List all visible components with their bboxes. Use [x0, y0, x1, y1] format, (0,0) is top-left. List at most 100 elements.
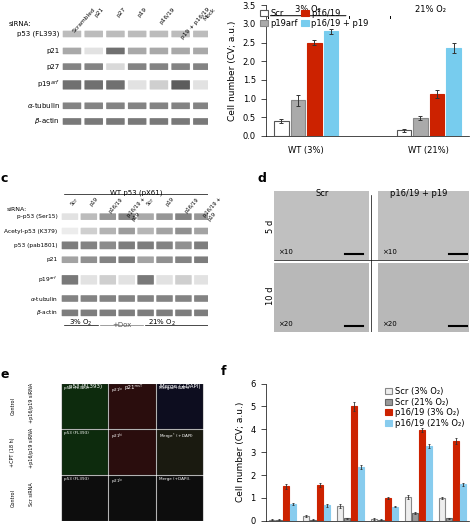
Bar — [157, 385, 203, 429]
FancyBboxPatch shape — [137, 214, 154, 220]
Bar — [426, 446, 432, 521]
FancyBboxPatch shape — [84, 48, 103, 54]
FancyBboxPatch shape — [62, 228, 78, 234]
FancyBboxPatch shape — [128, 118, 146, 125]
FancyBboxPatch shape — [193, 48, 211, 54]
FancyBboxPatch shape — [172, 63, 190, 70]
Text: f: f — [221, 365, 226, 378]
Text: p53 (FL393): p53 (FL393) — [64, 431, 89, 436]
FancyBboxPatch shape — [150, 48, 168, 54]
Text: p53 (FL393): p53 (FL393) — [64, 386, 89, 390]
Bar — [109, 476, 156, 521]
Text: Control: Control — [10, 489, 15, 507]
FancyBboxPatch shape — [100, 228, 116, 234]
FancyBboxPatch shape — [118, 228, 135, 234]
Bar — [157, 430, 203, 475]
FancyBboxPatch shape — [193, 31, 211, 37]
Text: siRNA:: siRNA: — [7, 207, 27, 211]
Y-axis label: Cell number (CV; a.u.): Cell number (CV; a.u.) — [236, 402, 245, 502]
Bar — [317, 485, 323, 521]
Text: p19$^{arf}$: p19$^{arf}$ — [37, 79, 60, 91]
Text: p53 (FL393): p53 (FL393) — [18, 31, 60, 37]
Text: p-p53 (Ser15): p-p53 (Ser15) — [17, 214, 58, 219]
Text: Scr: Scr — [70, 197, 79, 206]
Text: a: a — [0, 0, 9, 3]
FancyBboxPatch shape — [63, 31, 81, 37]
Bar — [157, 476, 203, 521]
FancyBboxPatch shape — [63, 80, 81, 89]
FancyBboxPatch shape — [128, 31, 146, 37]
Legend: Scr (3% O₂), Scr (21% O₂), p16/19 (3% O₂), p16/19 (21% O₂): Scr (3% O₂), Scr (21% O₂), p16/19 (3% O₂… — [384, 387, 465, 429]
FancyBboxPatch shape — [62, 275, 78, 285]
Bar — [291, 100, 305, 136]
Bar — [385, 498, 391, 521]
FancyBboxPatch shape — [63, 118, 81, 125]
Bar — [378, 191, 474, 260]
FancyBboxPatch shape — [63, 63, 81, 70]
Text: p19 + p16/19: p19 + p16/19 — [181, 6, 211, 40]
Text: 21% O$_2$: 21% O$_2$ — [147, 318, 176, 328]
Text: 21% O₂: 21% O₂ — [415, 5, 447, 14]
Bar — [324, 505, 330, 521]
FancyBboxPatch shape — [175, 214, 191, 220]
Bar — [337, 506, 343, 521]
Bar — [430, 94, 444, 136]
Legend: Scr, p19arf, p16/19, p16/19 + p19: Scr, p19arf, p16/19, p16/19 + p19 — [259, 8, 369, 29]
FancyBboxPatch shape — [62, 241, 78, 249]
Text: p27: p27 — [46, 64, 60, 69]
Text: p16/19 + p19: p16/19 + p19 — [390, 189, 447, 198]
FancyBboxPatch shape — [100, 257, 116, 263]
FancyBboxPatch shape — [193, 80, 211, 89]
FancyBboxPatch shape — [156, 275, 173, 285]
FancyBboxPatch shape — [118, 310, 135, 316]
FancyBboxPatch shape — [156, 241, 173, 249]
FancyBboxPatch shape — [100, 275, 116, 285]
FancyBboxPatch shape — [84, 31, 103, 37]
Text: ×20: ×20 — [382, 321, 396, 327]
Text: Acetyl-p53 (K379): Acetyl-p53 (K379) — [4, 228, 58, 234]
Text: p53 (FL393): p53 (FL393) — [69, 385, 102, 389]
Bar — [273, 262, 369, 331]
FancyBboxPatch shape — [118, 257, 135, 263]
FancyBboxPatch shape — [106, 31, 125, 37]
Bar — [307, 43, 321, 136]
FancyBboxPatch shape — [150, 103, 168, 109]
Text: p19: p19 — [89, 197, 100, 207]
Text: p53 (pab1801): p53 (pab1801) — [14, 243, 58, 248]
Text: p21: p21 — [46, 48, 60, 54]
Text: p16/19: p16/19 — [183, 197, 200, 214]
Text: Merge (+DAPI).: Merge (+DAPI). — [159, 477, 191, 481]
FancyBboxPatch shape — [156, 310, 173, 316]
Text: Control: Control — [10, 398, 15, 416]
Bar — [273, 191, 369, 260]
Text: Merge (+DAPI): Merge (+DAPI) — [159, 386, 189, 390]
FancyBboxPatch shape — [137, 310, 154, 316]
Text: p27: p27 — [116, 6, 127, 18]
Text: siRNA:: siRNA: — [9, 21, 31, 27]
FancyBboxPatch shape — [137, 257, 154, 263]
FancyBboxPatch shape — [194, 295, 210, 302]
FancyBboxPatch shape — [84, 63, 103, 70]
Text: $\beta$-actin: $\beta$-actin — [36, 308, 58, 317]
Text: $\beta$-actin: $\beta$-actin — [34, 116, 60, 126]
FancyBboxPatch shape — [194, 241, 210, 249]
FancyBboxPatch shape — [172, 31, 190, 37]
Text: 5 d: 5 d — [265, 220, 274, 234]
Text: Merge (+DAPI): Merge (+DAPI) — [160, 385, 201, 389]
Bar — [446, 48, 461, 136]
Text: p21: p21 — [46, 257, 58, 262]
FancyBboxPatch shape — [150, 80, 168, 89]
Text: 10 d: 10 d — [265, 286, 274, 305]
FancyBboxPatch shape — [100, 295, 116, 302]
Bar — [344, 519, 350, 521]
FancyBboxPatch shape — [128, 63, 146, 70]
FancyBboxPatch shape — [150, 63, 168, 70]
FancyBboxPatch shape — [84, 103, 103, 109]
FancyBboxPatch shape — [175, 228, 191, 234]
Bar — [378, 262, 474, 331]
Bar — [324, 32, 338, 136]
Bar — [274, 121, 289, 136]
FancyBboxPatch shape — [194, 275, 210, 285]
Bar — [439, 498, 445, 521]
Text: WT p53 (pX61): WT p53 (pX61) — [110, 189, 163, 196]
